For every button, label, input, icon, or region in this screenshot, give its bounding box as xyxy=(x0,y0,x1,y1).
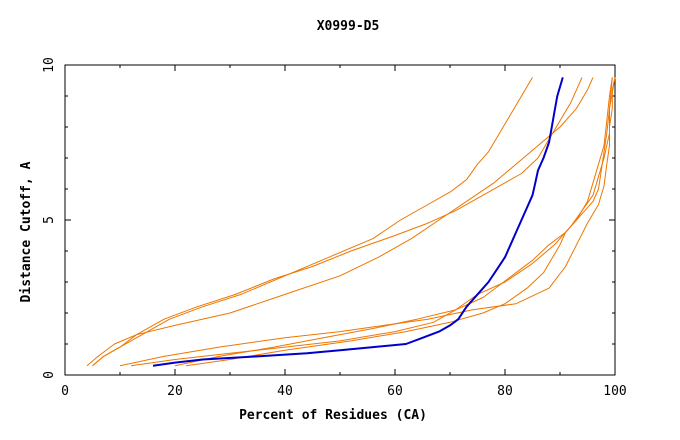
series-line xyxy=(174,77,613,367)
series-line xyxy=(130,77,616,367)
series-line xyxy=(185,77,613,367)
series-line-highlight xyxy=(152,77,564,367)
axis-ticks: 0 20 40 60 80 100 0 5 10 xyxy=(42,57,627,399)
series-layer xyxy=(86,77,616,367)
x-tick-label: 20 xyxy=(167,384,183,399)
x-tick-label: 100 xyxy=(603,384,626,399)
x-axis-label: Percent of Residues (CA) xyxy=(239,408,427,423)
series-line xyxy=(92,77,583,367)
y-tick-label: 10 xyxy=(42,57,57,73)
x-tick-label: 0 xyxy=(61,384,69,399)
x-tick-label: 80 xyxy=(497,384,513,399)
y-axis-label: Distance Cutoff, A xyxy=(19,161,34,302)
y-tick-label: 5 xyxy=(42,216,57,224)
y-tick-label: 0 xyxy=(42,371,57,379)
series-line xyxy=(119,77,616,367)
series-line xyxy=(92,77,533,367)
x-tick-label: 60 xyxy=(387,384,403,399)
x-tick-label: 40 xyxy=(277,384,293,399)
chart-title: X0999-D5 xyxy=(317,19,380,34)
